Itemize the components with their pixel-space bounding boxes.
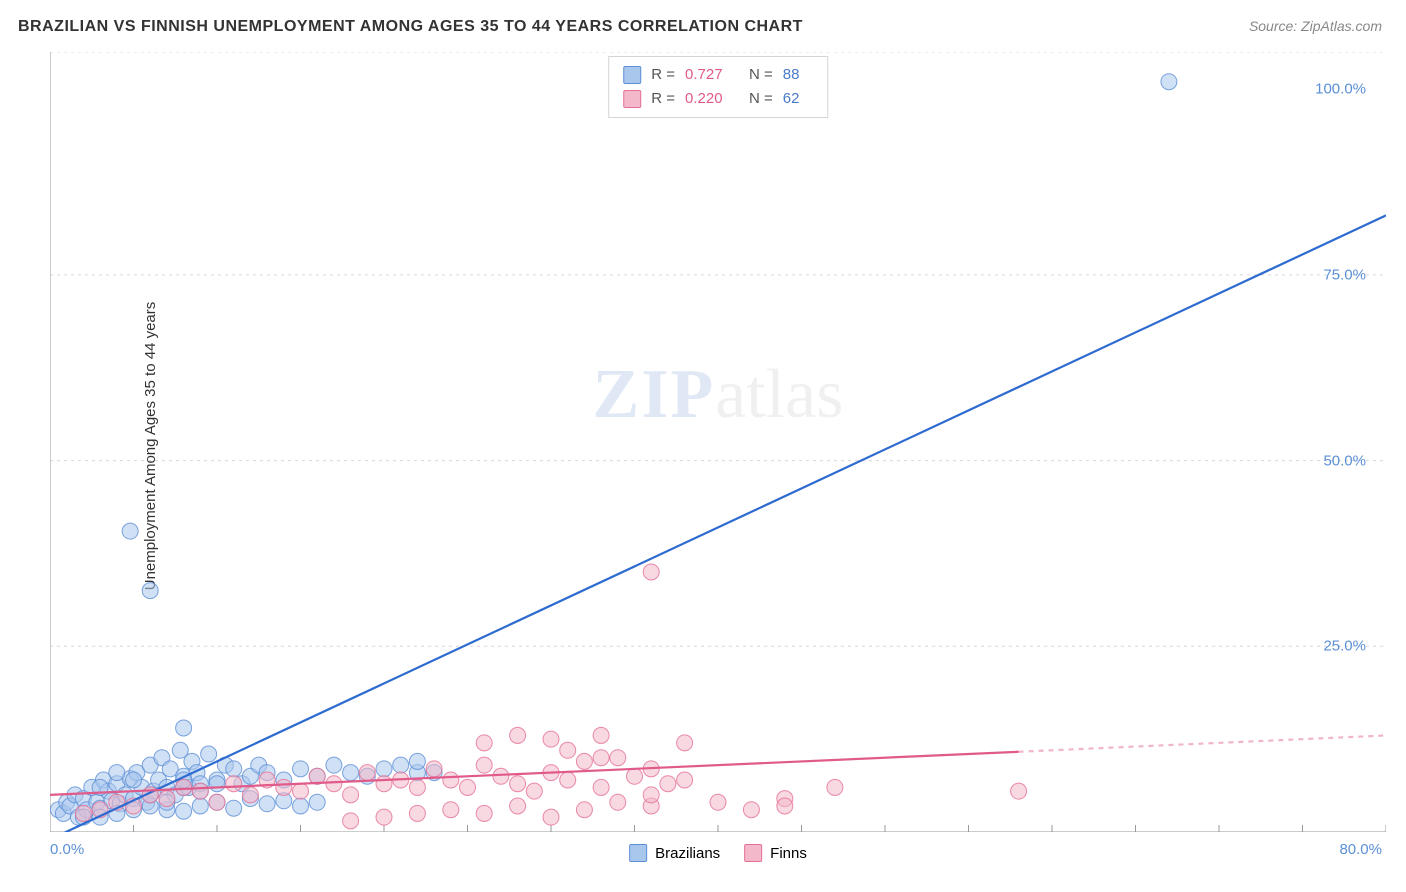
legend-r-label: R =: [651, 63, 675, 87]
y-tick-label: 25.0%: [1323, 638, 1366, 655]
legend-n-value: 88: [783, 63, 813, 87]
legend-label: Finns: [770, 845, 807, 862]
y-tick-label: 50.0%: [1323, 452, 1366, 469]
legend-label: Brazilians: [655, 845, 720, 862]
legend-swatch: [629, 844, 647, 862]
y-tick-label: 75.0%: [1323, 266, 1366, 283]
y-tick-label: 100.0%: [1315, 81, 1366, 98]
legend-item: Finns: [744, 844, 807, 862]
legend-swatch: [744, 844, 762, 862]
legend-swatch: [623, 90, 641, 108]
chart-title: BRAZILIAN VS FINNISH UNEMPLOYMENT AMONG …: [18, 18, 803, 36]
source-label: Source: ZipAtlas.com: [1249, 18, 1382, 34]
legend-swatch: [623, 66, 641, 84]
plot-area: ZIPatlas R = 0.727 N = 88 R = 0.220 N = …: [50, 52, 1386, 832]
legend-item: Brazilians: [629, 844, 720, 862]
legend-n-value: 62: [783, 87, 813, 111]
x-tick-label: 80.0%: [1339, 841, 1382, 858]
x-tick-label: 0.0%: [50, 841, 84, 858]
scatter-chart-svg: [50, 52, 1386, 832]
legend-r-label: R =: [651, 87, 675, 111]
series-legend: Brazilians Finns: [629, 844, 807, 862]
legend-n-label: N =: [749, 87, 773, 111]
stats-legend: R = 0.727 N = 88 R = 0.220 N = 62: [608, 56, 828, 118]
legend-r-value: 0.727: [685, 63, 739, 87]
legend-n-label: N =: [749, 63, 773, 87]
legend-r-value: 0.220: [685, 87, 739, 111]
